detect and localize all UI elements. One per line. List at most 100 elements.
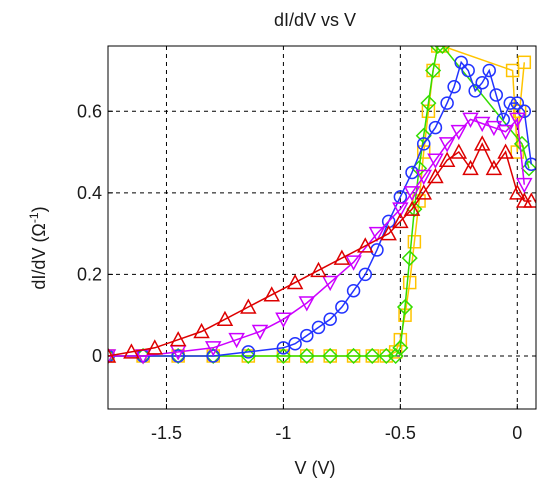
data-point-circle	[311, 320, 326, 335]
data-point-circle	[171, 349, 185, 363]
data-point-square	[416, 145, 431, 159]
data-point-circle	[447, 80, 461, 94]
series-triangle-up	[108, 135, 536, 363]
data-point-diamond	[170, 347, 187, 365]
data-point-diamond	[401, 250, 418, 267]
chart-title: dI/dV vs V	[274, 10, 356, 30]
y-axis-label: dI/dV (Ω-1)	[27, 206, 49, 289]
data-point-triangle-up	[263, 286, 280, 302]
y-axis-label-after: )	[29, 206, 49, 212]
data-point-diamond	[364, 347, 381, 365]
data-point-square	[402, 275, 417, 290]
y-tick-label: 0.4	[77, 183, 102, 203]
x-tick-label: 0	[512, 423, 522, 443]
data-point-diamond	[392, 339, 409, 356]
data-point-diamond	[240, 347, 257, 365]
data-point-circle	[323, 312, 337, 327]
data-point-triangle-down	[345, 255, 362, 271]
data-point-triangle-up	[286, 273, 304, 290]
data-point-triangle-down	[275, 312, 292, 328]
series-line	[108, 60, 533, 357]
data-point-triangle-up	[462, 159, 479, 176]
data-point-diamond	[429, 46, 446, 55]
data-point-diamond	[275, 347, 292, 365]
data-point-triangle-down	[228, 332, 245, 349]
data-point-triangle-down	[415, 169, 432, 186]
data-point-triangle-up	[392, 212, 409, 229]
data-point-triangle-down	[462, 112, 479, 128]
data-point-triangle-down	[450, 124, 468, 141]
data-point-circle	[524, 157, 536, 172]
data-point-triangle-down	[251, 324, 269, 341]
data-point-circle	[335, 300, 349, 314]
y-tick-labels: 0 0.2 0.4 0.6	[77, 101, 102, 366]
data-point-triangle-down	[368, 226, 386, 243]
data-point-triangle-up	[310, 261, 327, 278]
data-point-triangle-up	[450, 143, 468, 159]
x-tick-label: -1	[275, 423, 291, 443]
axes-box	[107, 45, 537, 410]
data-point-circle	[300, 328, 314, 343]
data-point-triangle-down	[392, 202, 409, 218]
data-point-triangle-down	[516, 177, 533, 194]
data-point-triangle-down	[298, 296, 316, 312]
y-axis-label-before: dI/dV (	[29, 237, 49, 290]
data-point-diamond	[345, 347, 362, 365]
data-point-triangle-up	[357, 237, 374, 253]
series-diamond	[108, 46, 536, 365]
data-point-triangle-down	[321, 275, 339, 292]
data-point-diamond	[513, 135, 531, 152]
x-tick-label: -0.5	[385, 423, 416, 443]
data-point-triangle-up	[438, 151, 456, 167]
y-tick-label: 0.6	[77, 101, 102, 121]
data-point-triangle-down	[473, 116, 491, 133]
data-point-triangle-up	[403, 200, 421, 216]
data-point-triangle-up	[485, 159, 503, 176]
y-tick-label: 0	[92, 346, 102, 366]
data-point-triangle-up	[240, 298, 257, 314]
data-point-triangle-down	[497, 124, 514, 141]
data-point-triangle-up	[380, 225, 397, 241]
x-tick-label: -1.5	[151, 423, 182, 443]
data-point-triangle-down	[438, 137, 456, 153]
series-line	[108, 142, 532, 357]
data-point-triangle-down	[204, 341, 222, 357]
data-point-circle	[241, 345, 256, 359]
data-point-triangle-down	[403, 186, 421, 202]
data-point-circle	[276, 341, 291, 355]
data-point-triangle-down	[509, 112, 526, 128]
x-axis-label: V (V)	[294, 458, 335, 478]
y-axis-label-superscript: -1	[27, 212, 41, 223]
data-point-circle	[475, 75, 489, 90]
data-point-circle	[468, 84, 482, 98]
series-line	[108, 117, 526, 357]
y-tick-label: 0.2	[77, 264, 102, 284]
data-point-diamond	[322, 347, 339, 365]
data-point-square	[505, 63, 520, 78]
y-axis-label-unit: Ω	[29, 223, 49, 236]
data-point-square	[407, 235, 422, 249]
x-tick-labels: -1.5 -1 -0.5 0	[151, 423, 522, 443]
data-point-diamond	[520, 160, 536, 177]
data-point-diamond	[425, 62, 442, 79]
data-point-circle	[346, 283, 361, 298]
data-point-circle	[440, 96, 454, 110]
data-point-diamond	[434, 46, 451, 55]
series-line	[108, 46, 530, 357]
data-point-diamond	[205, 347, 222, 365]
data-point-triangle-up	[193, 322, 210, 339]
data-point-circle	[416, 137, 431, 151]
data-point-circle	[482, 63, 496, 78]
data-point-circle	[288, 336, 302, 351]
data-point-diamond	[396, 298, 414, 316]
data-point-triangle-up	[146, 339, 164, 355]
data-point-triangle-up	[509, 184, 526, 200]
data-point-triangle-down	[427, 153, 444, 169]
data-point-circle	[461, 63, 475, 78]
data-point-triangle-up	[427, 167, 444, 184]
data-point-triangle-up	[523, 192, 536, 208]
data-point-triangle-up	[216, 310, 234, 327]
data-point-circle	[358, 267, 373, 282]
data-point-diamond	[298, 347, 315, 365]
series-triangle-down	[108, 112, 533, 365]
